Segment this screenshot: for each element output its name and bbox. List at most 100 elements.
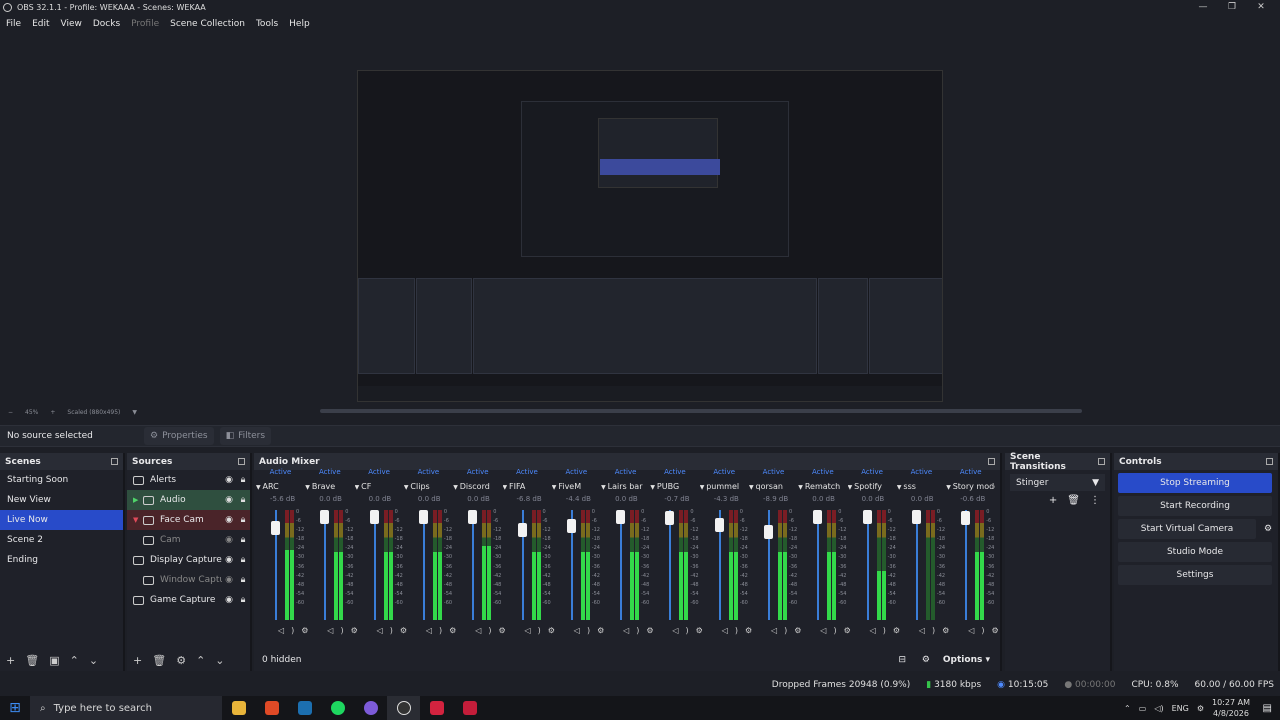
- source-item[interactable]: Window Capture◉ 🔒︎: [127, 570, 250, 590]
- volume-slider-handle[interactable]: [764, 524, 773, 539]
- volume-slider-handle[interactable]: [468, 510, 478, 524]
- config-icon[interactable]: ⚙: [399, 626, 415, 635]
- taskbar-search[interactable]: ⌕ Type here to search: [30, 696, 222, 720]
- volume-slider-handle[interactable]: [616, 510, 626, 524]
- float-icon[interactable]: [111, 458, 118, 465]
- layout-icon[interactable]: ⊟: [898, 655, 906, 665]
- speaker-icon[interactable]: ◁): [623, 626, 647, 635]
- scene-item[interactable]: New View: [7, 495, 51, 505]
- volume-slider-rail[interactable]: [324, 510, 327, 620]
- steam-icon[interactable]: [288, 696, 321, 720]
- float-icon[interactable]: [988, 458, 995, 465]
- maximize-button[interactable]: ❐: [1227, 2, 1237, 12]
- config-icon[interactable]: ⚙: [991, 626, 1006, 635]
- config-icon[interactable]: ⚙: [892, 626, 908, 635]
- source-item[interactable]: Display Capture ◉ 🔒︎: [127, 550, 250, 570]
- remove-transition-icon[interactable]: 🗑: [1067, 495, 1080, 506]
- menu-edit[interactable]: Edit: [32, 19, 50, 29]
- filters-button[interactable]: ◧ Filters: [219, 427, 272, 445]
- settings-button[interactable]: Settings: [1118, 565, 1272, 585]
- speaker-icon[interactable]: ◁): [475, 626, 499, 635]
- volume-slider-handle[interactable]: [911, 510, 921, 524]
- move-down-icon[interactable]: ⌄: [215, 653, 225, 667]
- scene-item[interactable]: Starting Soon: [7, 475, 69, 485]
- source-item[interactable]: ▶ Audio ◉ 🔒︎: [127, 490, 250, 510]
- config-icon[interactable]: ⚙: [301, 626, 316, 635]
- speaker-icon[interactable]: ◁): [278, 626, 302, 635]
- menu-tools[interactable]: Tools: [255, 19, 279, 29]
- volume-slider-handle[interactable]: [418, 510, 428, 524]
- config-icon[interactable]: ⚙: [744, 626, 760, 635]
- volume-slider-rail[interactable]: [866, 510, 869, 620]
- zoom-out-icon[interactable]: −: [8, 408, 14, 416]
- menu-profile[interactable]: Profile: [131, 19, 160, 29]
- brave-icon[interactable]: [255, 696, 288, 720]
- volume-slider-handle[interactable]: [566, 518, 576, 533]
- channel-name[interactable]: ▼ pummel: [700, 482, 749, 491]
- volume-slider-rail[interactable]: [915, 510, 918, 620]
- speaker-icon[interactable]: ◁): [869, 626, 893, 635]
- scene-filters-icon[interactable]: ▣: [49, 653, 60, 667]
- config-icon[interactable]: ⚙: [449, 626, 464, 635]
- channel-name[interactable]: ▼ qorsan: [749, 482, 798, 491]
- channel-name[interactable]: ▼ Lairs bar: [601, 482, 650, 491]
- volume-slider-rail[interactable]: [521, 510, 524, 620]
- expand-icon[interactable]: ▼: [133, 516, 139, 524]
- visibility-eye-icon[interactable]: ◉: [225, 575, 233, 585]
- lock-icon[interactable]: 🔒︎: [240, 475, 246, 485]
- config-icon[interactable]: ⚙: [350, 626, 365, 635]
- move-down-icon[interactable]: ⌄: [88, 653, 99, 667]
- float-icon[interactable]: [1266, 458, 1273, 465]
- channel-name[interactable]: ▼ Brave: [305, 482, 354, 491]
- program-preview[interactable]: [357, 70, 943, 402]
- start-recording-button[interactable]: Start Recording: [1118, 496, 1272, 516]
- scene-item[interactable]: Ending: [7, 555, 39, 565]
- spotify-icon[interactable]: [321, 696, 354, 720]
- visibility-eye-icon[interactable]: ◉: [225, 535, 233, 545]
- clock[interactable]: 10:27 AM 4/8/2026: [1212, 697, 1250, 719]
- config-icon[interactable]: ⚙: [942, 626, 957, 635]
- config-icon[interactable]: ⚙: [646, 626, 661, 635]
- channel-name[interactable]: ▼ sss: [897, 482, 946, 491]
- channel-name[interactable]: ▼ FiveM: [552, 482, 601, 491]
- notifications-icon[interactable]: ▤: [1262, 702, 1272, 714]
- visibility-eye-icon[interactable]: ◉: [225, 495, 233, 505]
- config-icon[interactable]: ⚙: [547, 626, 562, 635]
- settings-icon[interactable]: ⚙: [921, 655, 930, 665]
- speaker-icon[interactable]: ◁): [918, 626, 943, 635]
- channel-name[interactable]: ▼ ARC: [256, 482, 305, 491]
- volume-slider-handle[interactable]: [813, 510, 823, 524]
- volume-slider-handle[interactable]: [862, 510, 872, 524]
- volume-slider-handle[interactable]: [320, 510, 330, 524]
- chevron-up-icon[interactable]: ⌃: [1124, 703, 1131, 713]
- menu-docks[interactable]: Docks: [92, 19, 121, 29]
- options-button[interactable]: Options ▾: [942, 655, 990, 665]
- volume-slider-rail[interactable]: [817, 510, 820, 620]
- source-item[interactable]: Cam ◉ 🔒︎: [127, 530, 250, 550]
- lock-icon[interactable]: 🔒︎: [240, 555, 246, 565]
- discord-icon[interactable]: [354, 696, 387, 720]
- more-icon[interactable]: ⋮: [1090, 495, 1100, 506]
- channel-name[interactable]: ▼ PUBG: [650, 482, 699, 491]
- volume-slider-rail[interactable]: [669, 510, 672, 620]
- lock-icon[interactable]: 🔒︎: [240, 535, 246, 545]
- volume-slider-handle[interactable]: [369, 510, 379, 524]
- config-icon[interactable]: ⚙: [695, 626, 710, 635]
- channel-name[interactable]: ▼ Discord: [453, 482, 502, 491]
- config-icon[interactable]: ⚙: [498, 626, 513, 635]
- start-virtual-camera-button[interactable]: Start Virtual Camera: [1118, 519, 1256, 539]
- app-red-icon[interactable]: [420, 696, 453, 720]
- windows-start-icon[interactable]: ⊞: [9, 700, 21, 716]
- volume-slider-rail[interactable]: [373, 510, 376, 620]
- move-up-icon[interactable]: ⌃: [69, 653, 79, 667]
- stop-streaming-button[interactable]: Stop Streaming: [1118, 473, 1272, 493]
- visibility-eye-icon[interactable]: ◉: [225, 475, 233, 485]
- speaker-icon[interactable]: ◁): [573, 626, 598, 635]
- volume-slider-rail[interactable]: [570, 510, 573, 620]
- language-indicator[interactable]: ENG: [1171, 703, 1189, 713]
- network-icon[interactable]: ▭: [1138, 703, 1147, 713]
- add-transition-icon[interactable]: +: [1048, 495, 1058, 506]
- channel-name[interactable]: ▼ Spotify: [848, 482, 897, 491]
- channel-name[interactable]: ▼ FIFA: [503, 482, 552, 491]
- capcut-icon[interactable]: [453, 696, 486, 720]
